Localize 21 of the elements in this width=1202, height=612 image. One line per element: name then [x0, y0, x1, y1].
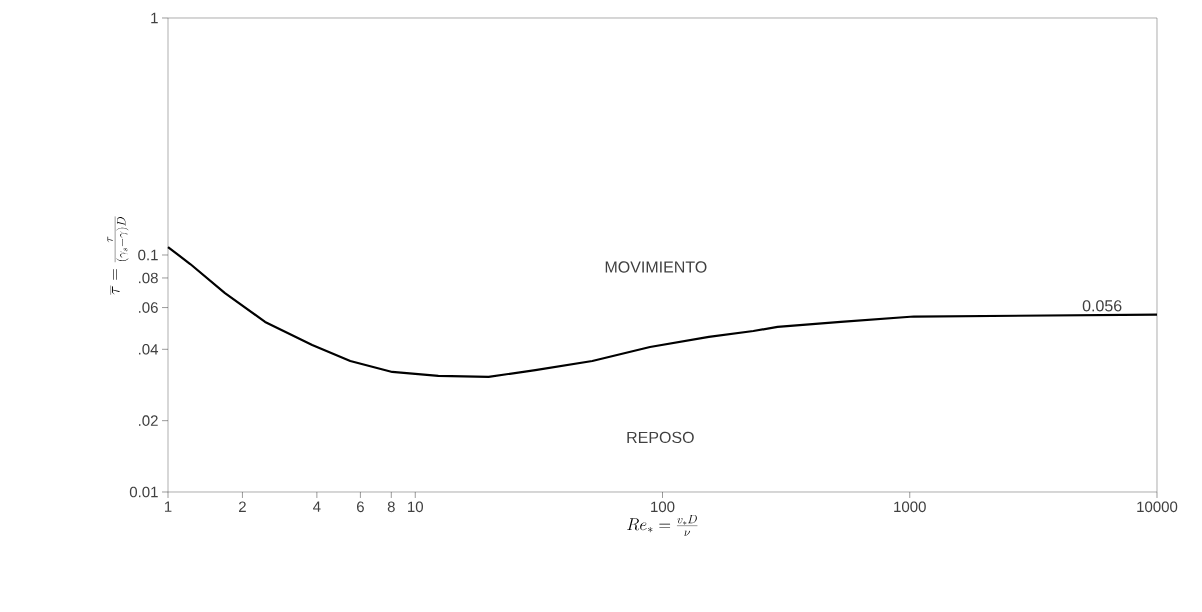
x-tick-label: 10: [408, 501, 423, 513]
y-tick-label: 0.01: [129, 486, 158, 498]
y-axis-title: $\overline{\tau}=\frac{\tau}{(\gamma_s-\gamma)D}$: [107, 216, 129, 295]
x-tick-label: 1000: [894, 501, 926, 513]
annotation: 0.056: [1082, 300, 1122, 312]
y-tick-label: .08: [138, 272, 158, 284]
x-tick-label: 10000: [1137, 501, 1178, 513]
y-tick-label: 0.1: [138, 249, 158, 261]
x-tick-label: 8: [387, 501, 395, 513]
annotation: MOVIMIENTO: [605, 261, 707, 273]
x-tick-label: 100: [651, 501, 675, 513]
y-tick-label: .04: [138, 343, 159, 355]
x-tick-label: 4: [313, 501, 321, 512]
y-tick-label: 1: [151, 12, 158, 24]
annotation: REPOSO: [627, 431, 694, 444]
y-tick-label: .06: [138, 302, 158, 313]
x-tick-label: 6: [357, 501, 364, 513]
y-tick-label: .02: [138, 415, 158, 426]
x-tick-label: 2: [239, 501, 246, 512]
x-tick-label: 1: [164, 501, 172, 512]
x-axis-title: $Re_*=\frac{v_* D}{\nu}$: [627, 515, 698, 536]
